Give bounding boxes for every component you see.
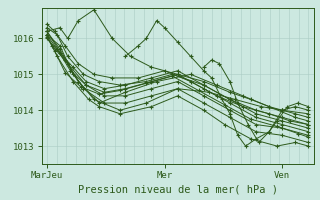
X-axis label: Pression niveau de la mer( hPa ): Pression niveau de la mer( hPa ) [77, 184, 278, 194]
